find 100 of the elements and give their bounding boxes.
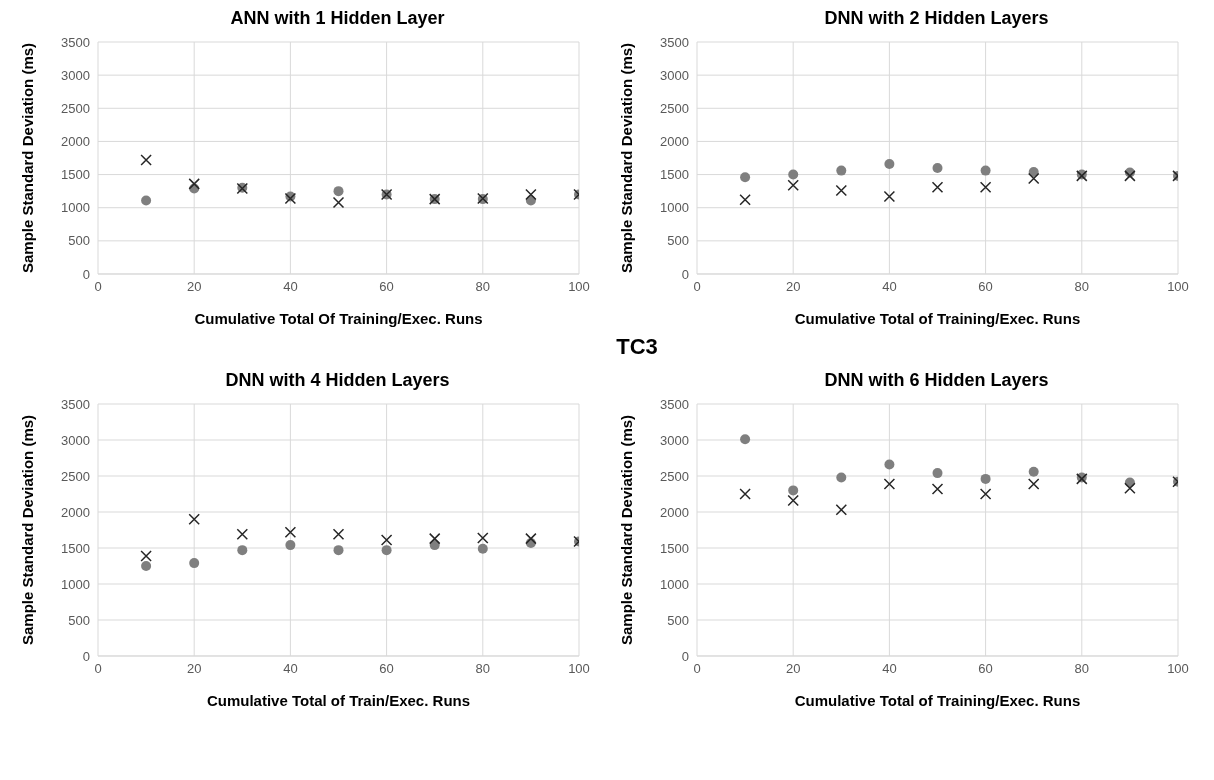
y-tick-label: 500	[68, 233, 90, 249]
x-tick-label: 20	[186, 661, 202, 677]
point	[236, 528, 249, 541]
point	[884, 459, 895, 470]
point	[477, 543, 488, 554]
y-tick-label: 2500	[61, 468, 90, 484]
x-tick-label: 80	[475, 661, 491, 677]
x-tick-label: 60	[379, 661, 394, 677]
x-tick-label: 0	[693, 279, 701, 295]
y-tick-label: 2500	[61, 100, 90, 116]
point	[931, 483, 944, 495]
point	[884, 158, 895, 169]
y-tick-label: 3000	[660, 432, 689, 448]
point	[979, 488, 992, 500]
y-tick-label: 1000	[660, 576, 689, 592]
chart-title: ANN with 1 Hidden Layer	[229, 8, 446, 30]
point	[188, 178, 200, 190]
point	[141, 561, 152, 571]
y-tick-label: 2000	[660, 134, 689, 150]
point	[836, 165, 847, 176]
point	[284, 526, 297, 538]
x-tick-label: 100	[1167, 279, 1189, 295]
chart-title: DNN with 6 Hidden Layers	[823, 370, 1050, 392]
point	[285, 540, 296, 551]
y-tick-label: 1000	[61, 576, 90, 592]
y-tick-label: 1500	[61, 167, 90, 183]
x-tick-label: 20	[186, 279, 202, 295]
point	[1124, 170, 1136, 182]
point	[525, 532, 537, 545]
point	[477, 532, 489, 544]
point	[237, 545, 248, 556]
y-tick-label: 3500	[61, 396, 90, 412]
point	[525, 188, 537, 201]
y-tick-label: 0	[82, 648, 90, 664]
point	[381, 545, 392, 556]
y-tick-label: 0	[82, 266, 90, 282]
x-tick-label: 0	[693, 661, 701, 677]
x-tick-label: 100	[568, 279, 590, 295]
x-axis-title: Cumulative Total Of Training/Exec. Runs	[194, 310, 483, 327]
y-tick-label: 2000	[61, 504, 90, 520]
x-tick-label: 40	[882, 279, 897, 295]
y-tick-label: 3000	[61, 67, 90, 83]
point	[835, 184, 848, 197]
point	[980, 473, 991, 484]
point	[883, 478, 896, 490]
y-tick-label: 3500	[660, 34, 689, 50]
y-tick-label: 1000	[660, 200, 689, 216]
point	[333, 186, 344, 197]
x-tick-label: 40	[283, 279, 298, 295]
x-tick-label: 100	[568, 661, 590, 677]
y-tick-label: 3500	[61, 34, 90, 50]
x-tick-label: 20	[785, 279, 801, 295]
y-tick-label: 500	[667, 233, 689, 249]
point	[787, 494, 799, 507]
y-tick-label: 0	[681, 648, 689, 664]
y-tick-label: 1500	[660, 540, 689, 556]
y-tick-label: 1500	[61, 540, 90, 556]
chart-title: DNN with 2 Hidden Layers	[823, 8, 1050, 30]
point	[739, 488, 751, 500]
point	[740, 172, 751, 183]
point	[835, 504, 848, 516]
point	[788, 169, 799, 180]
x-tick-label: 100	[1167, 661, 1189, 677]
x-tick-label: 80	[1074, 661, 1090, 677]
point	[188, 513, 200, 525]
point	[140, 550, 152, 562]
y-axis-title: Sample Standard Deviation (ms)	[19, 42, 37, 273]
x-tick-label: 40	[882, 661, 897, 677]
y-tick-label: 0	[681, 266, 689, 282]
y-axis-title: Sample Standard Deviation (ms)	[618, 42, 636, 273]
y-tick-label: 3500	[660, 396, 689, 412]
x-axis-title: Cumulative Total of Training/Exec. Runs	[794, 310, 1081, 327]
y-tick-label: 2500	[660, 468, 689, 484]
y-tick-label: 3000	[61, 432, 90, 448]
y-tick-label: 1000	[61, 200, 90, 216]
y-tick-label: 2000	[660, 504, 689, 520]
y-tick-label: 2000	[61, 134, 90, 150]
x-tick-label: 60	[379, 279, 394, 295]
x-axis-title: Cumulative Total of Train/Exec. Runs	[206, 692, 471, 709]
x-tick-label: 60	[978, 661, 993, 677]
point	[332, 196, 345, 209]
x-tick-label: 80	[475, 279, 491, 295]
point	[979, 181, 992, 193]
point	[1027, 478, 1040, 490]
point	[1028, 466, 1039, 477]
y-axis-title: Sample Standard Deviation (ms)	[19, 414, 37, 645]
x-tick-label: 20	[785, 661, 801, 677]
point	[883, 190, 896, 203]
point	[739, 194, 751, 206]
x-tick-label: 60	[978, 279, 993, 295]
x-tick-label: 0	[94, 661, 102, 677]
point	[332, 528, 345, 541]
y-tick-label: 1500	[660, 167, 689, 183]
x-axis-title: Cumulative Total of Training/Exec. Runs	[794, 692, 1081, 709]
point	[189, 558, 200, 569]
point	[980, 165, 991, 176]
y-tick-label: 2500	[660, 100, 689, 116]
point	[932, 468, 943, 479]
point	[380, 534, 393, 546]
y-axis-title: Sample Standard Deviation (ms)	[618, 414, 636, 645]
